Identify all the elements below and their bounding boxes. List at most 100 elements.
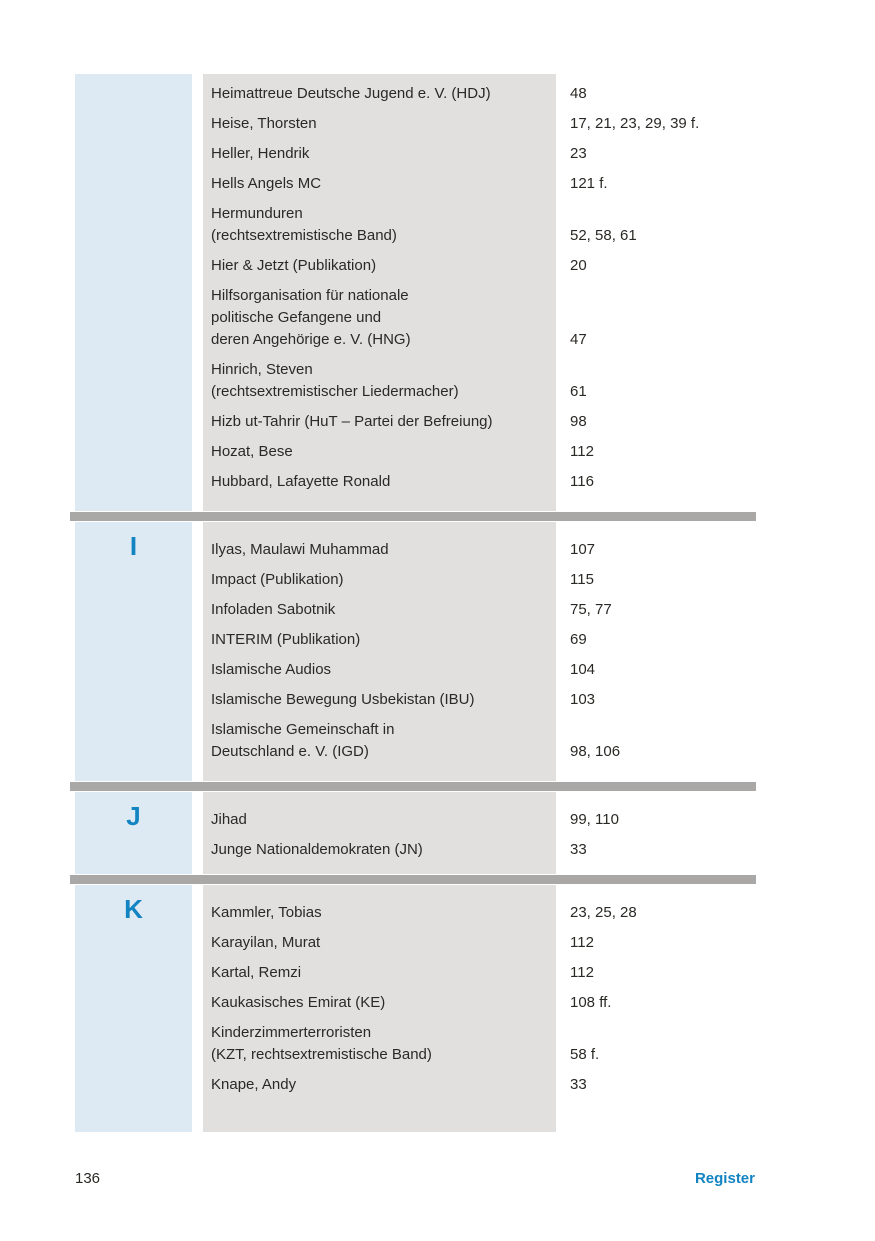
entry-pages: 98, 106 <box>570 743 621 760</box>
entry-pages: 48 <box>570 85 587 102</box>
entries-band <box>203 522 556 781</box>
index-entry-row: Hubbard, Lafayette Ronald 116 <box>203 467 756 497</box>
entry-term: Heimattreue Deutsche Jugend e. V. (HDJ) <box>203 83 556 105</box>
entry-line: deren Angehörige e. V. (HNG) <box>211 331 411 348</box>
entry-line: Impact (Publikation) <box>211 571 344 588</box>
footer-register-label: Register <box>694 1170 755 1187</box>
entry-line: Islamische Bewegung Usbekistan (IBU) <box>211 691 475 708</box>
entry-term: Heller, Hendrik <box>203 143 556 165</box>
index-entry-row: Heise, Thorsten 17, 21, 23, 29, 39 f. <box>203 109 756 139</box>
index-entry-row: Heller, Hendrik 23 <box>203 139 756 169</box>
entry-pages: 108 ff. <box>570 994 612 1011</box>
entries-band <box>203 885 556 1132</box>
index-entry-row: Kammler, Tobias 23, 25, 28 <box>203 898 756 928</box>
entry-line: Heise, Thorsten <box>211 115 317 132</box>
entry-term: Knape, Andy <box>203 1074 556 1096</box>
entry-pages: 23, 25, 28 <box>570 904 637 921</box>
entry-pages: 103 <box>570 691 596 708</box>
index-section: Heimattreue Deutsche Jugend e. V. (HDJ) … <box>75 74 756 511</box>
entry-pages: 58 f. <box>570 1046 600 1063</box>
index-entry-row: Islamische Gemeinschaft in Deutschland e.… <box>203 715 756 767</box>
entry-term: Islamische Gemeinschaft in Deutschland e.… <box>203 719 556 763</box>
entry-term: Karayilan, Murat <box>203 932 556 954</box>
entry-line: Hubbard, Lafayette Ronald <box>211 473 391 490</box>
index-entry-row: Ilyas, Maulawi Muhammad 107 <box>203 535 756 565</box>
entry-line: (KZT, rechtsextremistische Band) <box>211 1046 432 1063</box>
index-entry-row: Hier & Jetzt (Publikation) 20 <box>203 251 756 281</box>
entry-line: Kammler, Tobias <box>211 904 322 921</box>
index-entry-row: Hilfsorganisation für nationale politisch… <box>203 281 756 355</box>
entry-term: Heise, Thorsten <box>203 113 556 135</box>
index-entry-row: Islamische Bewegung Usbekistan (IBU) 103 <box>203 685 756 715</box>
entry-term: Kinderzimmerterroristen (KZT, rechtsextre… <box>203 1022 556 1066</box>
entry-line: (rechtsextremistischer Liedermacher) <box>211 383 459 400</box>
section-divider <box>70 782 756 791</box>
entry-line: Hizb ut-Tahrir (HuT – Partei der Befreiu… <box>211 413 493 430</box>
index-sections: Heimattreue Deutsche Jugend e. V. (HDJ) … <box>70 74 756 1132</box>
entry-pages: 17, 21, 23, 29, 39 f. <box>570 115 700 132</box>
entry-pages: 116 <box>570 473 594 490</box>
entry-pages: 61 <box>570 383 587 400</box>
page-footer: 136 Register <box>75 1170 755 1187</box>
index-entry-row: Hermunduren (rechtsextremistische Band) 5… <box>203 199 756 251</box>
section-rows: Ilyas, Maulawi Muhammad 107 Impact (Publ… <box>203 522 756 781</box>
entry-term: INTERIM (Publikation) <box>203 629 556 651</box>
entry-line: Junge Nationaldemokraten (JN) <box>211 841 423 858</box>
index-entry-row: Knape, Andy 33 <box>203 1070 756 1100</box>
entry-line: Hier & Jetzt (Publikation) <box>211 257 377 274</box>
index-section: J Jihad 99, 110 Junge Nationaldemokraten… <box>75 792 756 874</box>
entry-term: Islamische Bewegung Usbekistan (IBU) <box>203 689 556 711</box>
index-entry-row: Karayilan, Murat 112 <box>203 928 756 958</box>
entry-term: Ilyas, Maulawi Muhammad <box>203 539 556 561</box>
entry-line: Hinrich, Steven <box>211 361 313 378</box>
entry-pages: 115 <box>570 571 594 588</box>
entry-line: Karayilan, Murat <box>211 934 321 951</box>
entry-term: Hier & Jetzt (Publikation) <box>203 255 556 277</box>
entry-pages: 33 <box>570 1076 587 1093</box>
index-entry-row: Impact (Publikation) 115 <box>203 565 756 595</box>
entry-pages: 47 <box>570 331 587 348</box>
entry-line: Islamische Gemeinschaft in <box>211 721 395 738</box>
entry-line: Heimattreue Deutsche Jugend e. V. (HDJ) <box>211 85 491 102</box>
entry-term: Hizb ut-Tahrir (HuT – Partei der Befreiu… <box>203 411 556 433</box>
entry-line: Kinderzimmerterroristen <box>211 1024 372 1041</box>
entry-term: Hells Angels MC <box>203 173 556 195</box>
entry-pages: 33 <box>570 841 587 858</box>
entry-line: Jihad <box>211 811 247 828</box>
entry-term: Kartal, Remzi <box>203 962 556 984</box>
entry-term: Hermunduren (rechtsextremistische Band) <box>203 203 556 247</box>
section-rows: Jihad 99, 110 Junge Nationaldemokraten (… <box>203 792 756 874</box>
section-letter: K <box>124 894 143 924</box>
entry-line: Ilyas, Maulawi Muhammad <box>211 541 389 558</box>
entry-line: Knape, Andy <box>211 1076 297 1093</box>
entry-term: Impact (Publikation) <box>203 569 556 591</box>
entry-pages: 23 <box>570 145 587 162</box>
entry-pages: 75, 77 <box>570 601 612 618</box>
letter-band <box>75 885 192 1132</box>
index-entry-row: Heimattreue Deutsche Jugend e. V. (HDJ) … <box>203 79 756 109</box>
index-entry-row: Hozat, Bese 112 <box>203 437 756 467</box>
entry-term: Infoladen Sabotnik <box>203 599 556 621</box>
entry-term: Hinrich, Steven (rechtsextremistischer Li… <box>203 359 556 403</box>
entry-term: Islamische Audios <box>203 659 556 681</box>
entry-line: Kaukasisches Emirat (KE) <box>211 994 386 1011</box>
index-entry-row: INTERIM (Publikation) 69 <box>203 625 756 655</box>
letter-band <box>75 792 192 874</box>
section-letter: I <box>129 531 138 561</box>
entry-pages: 98 <box>570 413 587 430</box>
section-rows: Kammler, Tobias 23, 25, 28 Karayilan, Mu… <box>203 885 756 1132</box>
index-entry-row: Islamische Audios 104 <box>203 655 756 685</box>
entry-pages: 112 <box>570 964 594 981</box>
entry-pages: 112 <box>570 934 594 951</box>
letter-band <box>75 74 192 511</box>
index-section: K Kammler, Tobias 23, 25, 28 Karayilan, … <box>75 885 756 1132</box>
section-divider <box>70 875 756 884</box>
index-entry-row: Hinrich, Steven (rechtsextremistischer Li… <box>203 355 756 407</box>
entry-pages: 20 <box>570 257 587 274</box>
entry-line: politische Gefangene und <box>211 309 382 326</box>
index-entry-row: Junge Nationaldemokraten (JN) 33 <box>203 835 756 865</box>
entry-line: Deutschland e. V. (IGD) <box>211 743 369 760</box>
entry-line: Heller, Hendrik <box>211 145 310 162</box>
entry-line: Hells Angels MC <box>211 175 322 192</box>
